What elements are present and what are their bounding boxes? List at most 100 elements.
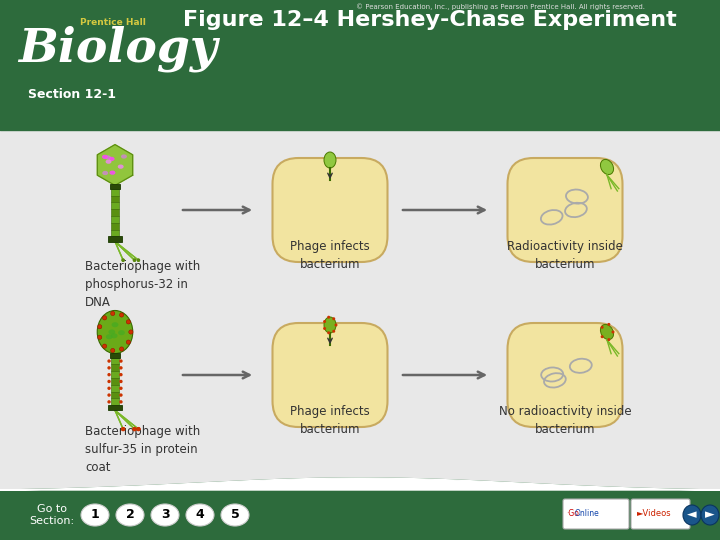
Ellipse shape [600, 326, 603, 329]
Text: Biology: Biology [18, 25, 217, 72]
FancyBboxPatch shape [111, 378, 120, 385]
Ellipse shape [611, 330, 614, 334]
Ellipse shape [151, 504, 179, 526]
Ellipse shape [107, 387, 111, 390]
Ellipse shape [701, 505, 719, 525]
Text: Radioactivity inside
bacterium: Radioactivity inside bacterium [507, 240, 623, 271]
FancyBboxPatch shape [508, 323, 623, 427]
FancyBboxPatch shape [111, 230, 120, 237]
FancyBboxPatch shape [631, 499, 690, 529]
Text: Go to
Section:: Go to Section: [30, 504, 75, 526]
Ellipse shape [120, 366, 122, 369]
Ellipse shape [327, 332, 330, 334]
Ellipse shape [98, 335, 102, 340]
Ellipse shape [81, 504, 109, 526]
Ellipse shape [600, 335, 603, 338]
Text: Prentice Hall: Prentice Hall [80, 18, 146, 27]
Ellipse shape [608, 323, 611, 326]
FancyBboxPatch shape [272, 158, 387, 262]
FancyBboxPatch shape [111, 216, 120, 223]
Text: Bacteriophage with
phosphorus-32 in
DNA: Bacteriophage with phosphorus-32 in DNA [85, 260, 200, 309]
FancyBboxPatch shape [111, 385, 120, 392]
Ellipse shape [107, 360, 111, 363]
FancyBboxPatch shape [111, 372, 120, 378]
Ellipse shape [120, 313, 124, 317]
Ellipse shape [121, 154, 127, 159]
Ellipse shape [608, 338, 611, 341]
Ellipse shape [221, 504, 249, 526]
Text: Online: Online [575, 510, 600, 518]
Ellipse shape [102, 171, 108, 175]
FancyBboxPatch shape [111, 364, 120, 372]
Ellipse shape [186, 504, 214, 526]
Ellipse shape [107, 366, 111, 369]
Ellipse shape [332, 317, 336, 320]
Ellipse shape [600, 159, 613, 174]
Ellipse shape [107, 373, 111, 376]
Ellipse shape [126, 320, 130, 324]
Ellipse shape [116, 504, 144, 526]
Ellipse shape [332, 330, 336, 333]
Ellipse shape [118, 330, 125, 335]
Ellipse shape [136, 427, 140, 431]
Ellipse shape [107, 393, 111, 397]
FancyBboxPatch shape [111, 357, 120, 364]
Ellipse shape [132, 259, 136, 262]
Polygon shape [97, 145, 132, 185]
Ellipse shape [102, 155, 108, 159]
Ellipse shape [324, 317, 336, 333]
Ellipse shape [323, 327, 326, 330]
Ellipse shape [118, 165, 124, 169]
Ellipse shape [120, 373, 122, 376]
Text: ►: ► [705, 509, 715, 522]
Ellipse shape [683, 505, 701, 525]
Text: 2: 2 [125, 509, 135, 522]
Text: 3: 3 [161, 509, 169, 522]
Ellipse shape [109, 171, 115, 175]
FancyBboxPatch shape [111, 223, 120, 230]
Text: Figure 12–4 Hershey-Chase Experiment: Figure 12–4 Hershey-Chase Experiment [183, 10, 677, 30]
Ellipse shape [327, 316, 330, 319]
FancyBboxPatch shape [111, 202, 120, 209]
Ellipse shape [109, 329, 115, 335]
Text: ·Go: ·Go [566, 510, 579, 518]
Ellipse shape [324, 152, 336, 168]
Ellipse shape [132, 259, 136, 262]
FancyBboxPatch shape [111, 189, 120, 195]
Ellipse shape [120, 400, 122, 403]
Ellipse shape [122, 259, 125, 262]
FancyBboxPatch shape [111, 209, 120, 216]
Ellipse shape [107, 380, 111, 383]
Ellipse shape [323, 320, 326, 323]
Ellipse shape [97, 310, 132, 354]
Text: © Pearson Education, Inc., publishing as Pearson Prentice Hall. All rights reser: © Pearson Education, Inc., publishing as… [356, 3, 644, 10]
FancyBboxPatch shape [108, 237, 122, 241]
Text: Phage infects
bacterium: Phage infects bacterium [290, 405, 370, 436]
FancyBboxPatch shape [111, 392, 120, 399]
Ellipse shape [111, 333, 117, 339]
Ellipse shape [132, 427, 137, 431]
Text: ◄: ◄ [687, 509, 697, 522]
Ellipse shape [98, 325, 102, 329]
Ellipse shape [120, 360, 122, 363]
Ellipse shape [120, 387, 122, 390]
Ellipse shape [600, 325, 613, 340]
Text: Section 12-1: Section 12-1 [28, 88, 116, 101]
FancyBboxPatch shape [110, 184, 120, 189]
Text: Bacteriophage with
sulfur-35 in protein
coat: Bacteriophage with sulfur-35 in protein … [85, 425, 200, 474]
Text: 1: 1 [91, 509, 99, 522]
Ellipse shape [106, 159, 112, 164]
Text: Phage infects
bacterium: Phage infects bacterium [290, 240, 370, 271]
Ellipse shape [111, 348, 115, 353]
FancyBboxPatch shape [111, 195, 120, 202]
FancyBboxPatch shape [272, 323, 387, 427]
Ellipse shape [132, 427, 137, 431]
FancyBboxPatch shape [563, 499, 629, 529]
Ellipse shape [102, 344, 107, 348]
FancyBboxPatch shape [110, 353, 120, 357]
Text: 5: 5 [230, 509, 239, 522]
Ellipse shape [105, 156, 111, 160]
Ellipse shape [112, 322, 118, 327]
Ellipse shape [129, 330, 133, 334]
Ellipse shape [137, 259, 140, 262]
